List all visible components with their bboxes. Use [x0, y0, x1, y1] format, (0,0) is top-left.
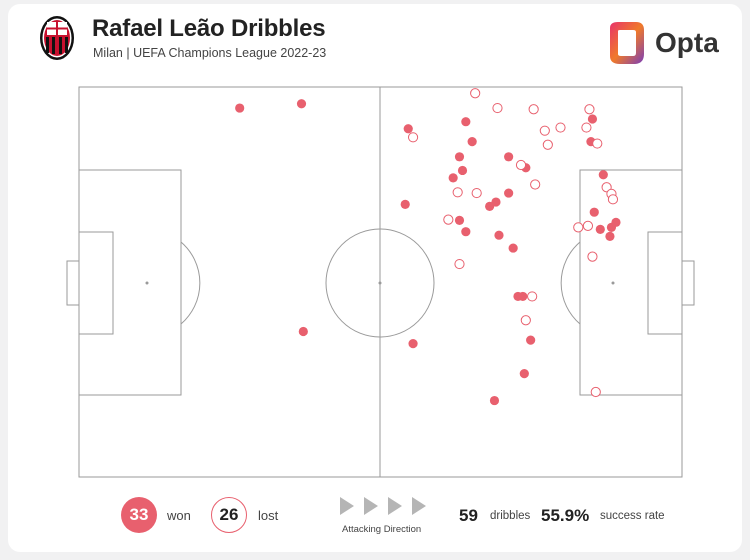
dribble-lost-point — [527, 291, 538, 302]
left-six-yard-box — [78, 231, 114, 335]
left-penalty-spot — [145, 281, 149, 285]
dribble-won-point — [454, 152, 465, 162]
right-penalty-arc — [560, 241, 581, 325]
dribble-lost-point — [530, 179, 541, 190]
dribble-won-point — [526, 335, 536, 345]
dribble-won-point — [235, 103, 245, 113]
chart-subtitle: Milan | UEFA Champions League 2022-23 — [93, 46, 327, 60]
dribble-lost-point — [555, 122, 566, 133]
lost-count-badge: 26 — [211, 497, 247, 533]
dribble-won-point — [485, 201, 495, 211]
right-penalty-area — [579, 169, 683, 396]
dribble-won-point — [605, 231, 615, 241]
dribble-lost-point — [607, 194, 619, 205]
dribble-won-point — [513, 291, 523, 302]
dribble-lost-point — [581, 122, 592, 133]
success-rate-label: success rate — [600, 510, 665, 522]
dribble-won-point — [611, 217, 621, 227]
dribble-lost-point — [539, 125, 550, 136]
centre-circle — [325, 228, 435, 338]
dribble-won-point — [457, 165, 468, 176]
won-count-badge: 33 — [121, 497, 157, 533]
dribble-lost-point — [582, 220, 594, 231]
dribble-lost-point — [590, 386, 601, 398]
dribble-won-point — [448, 173, 458, 183]
dribble-lost-point — [584, 104, 595, 115]
dribble-won-point — [489, 395, 500, 406]
dribble-lost-point — [587, 251, 598, 262]
dribble-won-point — [467, 137, 477, 147]
dribble-lost-point — [520, 315, 531, 326]
centre-spot — [378, 281, 382, 285]
dribble-lost-point — [470, 88, 481, 99]
dribble-won-point — [454, 215, 465, 225]
dribble-lost-point — [528, 104, 539, 115]
dribble-won-point — [298, 326, 308, 337]
dribble-lost-point — [407, 132, 419, 143]
dribble-won-point — [461, 117, 471, 127]
dribble-won-point — [494, 230, 504, 240]
dribble-won-point — [587, 114, 598, 124]
attacking-direction-label: Attacking Direction — [342, 524, 422, 535]
left-goal — [66, 260, 80, 306]
dribble-won-point — [403, 124, 413, 134]
attacking-direction-arrows-icon — [340, 497, 426, 515]
dribble-won-point — [461, 227, 471, 237]
left-penalty-arc — [180, 241, 201, 325]
dribble-won-point — [296, 99, 307, 109]
dribble-won-point — [598, 170, 608, 180]
dribble-won-point — [504, 188, 514, 198]
right-goal — [681, 260, 695, 306]
opta-logo-icon — [610, 22, 644, 64]
dribble-lost-point — [471, 187, 482, 199]
dribble-won-point — [519, 369, 529, 379]
dribble-lost-point — [443, 214, 454, 225]
dribbles-label: dribbles — [490, 510, 531, 522]
dribble-won-point — [400, 199, 410, 209]
opta-wordmark: Opta — [655, 27, 719, 58]
dribble-won-point — [508, 243, 518, 253]
dribble-won-point — [595, 224, 605, 234]
won-label: won — [167, 508, 191, 523]
dribble-lost-point — [592, 138, 603, 149]
dribble-lost-point — [573, 222, 584, 233]
dribble-lost-point — [515, 159, 527, 171]
chart-card — [8, 4, 742, 552]
dribble-won-point — [504, 152, 514, 162]
dribble-lost-point — [452, 187, 463, 198]
right-penalty-spot — [611, 281, 615, 285]
chart-title: Rafael Leão Dribbles — [92, 15, 326, 42]
dribble-won-point — [408, 339, 418, 349]
ac-milan-crest-icon — [40, 16, 74, 60]
right-six-yard-box — [647, 231, 683, 335]
left-penalty-area — [78, 169, 182, 396]
lost-label: lost — [258, 508, 279, 523]
dribble-lost-point — [454, 258, 465, 270]
dribbles-count: 59 — [459, 506, 478, 525]
dribble-lost-point — [542, 139, 553, 150]
dribble-points — [235, 88, 621, 406]
dribble-won-point — [589, 207, 599, 217]
dribble-lost-point — [492, 102, 503, 114]
success-rate-value: 55.9% — [541, 506, 590, 525]
